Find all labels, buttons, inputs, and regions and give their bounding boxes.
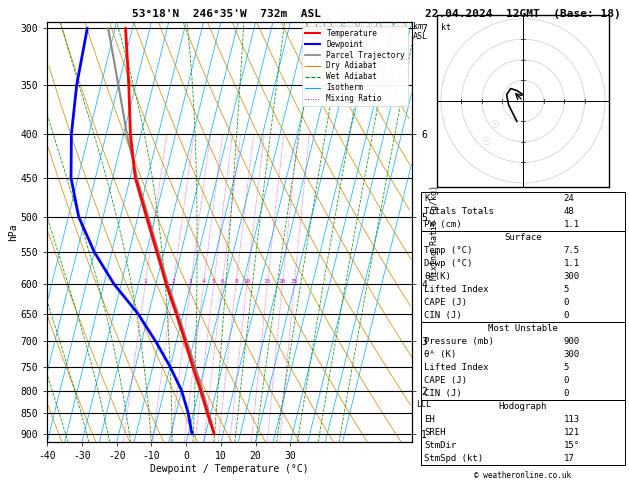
Text: 6: 6 [220, 279, 224, 284]
Text: Dewp (°C): Dewp (°C) [424, 259, 472, 268]
Text: ☉: ☉ [490, 121, 499, 131]
Text: 24: 24 [564, 194, 574, 203]
Text: 300: 300 [564, 350, 580, 359]
Text: 8: 8 [234, 279, 238, 284]
Text: θᴬ (K): θᴬ (K) [424, 350, 456, 359]
Text: CAPE (J): CAPE (J) [424, 298, 467, 307]
Text: PW (cm): PW (cm) [424, 220, 462, 229]
Text: Lifted Index: Lifted Index [424, 364, 489, 372]
Text: 0: 0 [564, 298, 569, 307]
Text: 4: 4 [202, 279, 206, 284]
Text: CIN (J): CIN (J) [424, 389, 462, 399]
Text: 25: 25 [291, 279, 298, 284]
Text: 22.04.2024  12GMT  (Base: 18): 22.04.2024 12GMT (Base: 18) [425, 9, 621, 19]
Y-axis label: hPa: hPa [8, 223, 18, 241]
Text: SREH: SREH [424, 429, 445, 437]
Text: 15°: 15° [564, 441, 580, 451]
Text: 1.1: 1.1 [564, 259, 580, 268]
Text: Temp (°C): Temp (°C) [424, 246, 472, 255]
Text: ☉: ☉ [482, 137, 491, 147]
Text: 48: 48 [564, 207, 574, 216]
Text: 0: 0 [564, 376, 569, 385]
Text: 7.5: 7.5 [564, 246, 580, 255]
Text: 10: 10 [243, 279, 251, 284]
Text: 5: 5 [564, 364, 569, 372]
Text: 15: 15 [264, 279, 271, 284]
Text: Hodograph: Hodograph [499, 402, 547, 411]
Text: Pressure (mb): Pressure (mb) [424, 337, 494, 346]
Text: 0: 0 [564, 311, 569, 320]
Text: 3: 3 [189, 279, 192, 284]
Legend: Temperature, Dewpoint, Parcel Trajectory, Dry Adiabat, Wet Adiabat, Isotherm, Mi: Temperature, Dewpoint, Parcel Trajectory… [302, 26, 408, 106]
Text: Lifted Index: Lifted Index [424, 285, 489, 294]
Text: Totals Totals: Totals Totals [424, 207, 494, 216]
Y-axis label: Mixing Ratio (g/kg): Mixing Ratio (g/kg) [430, 185, 438, 279]
Text: Most Unstable: Most Unstable [488, 324, 558, 333]
Text: 53°18'N  246°35'W  732m  ASL: 53°18'N 246°35'W 732m ASL [132, 9, 321, 19]
Text: LCL: LCL [416, 399, 431, 409]
Text: EH: EH [424, 416, 435, 424]
Text: 121: 121 [564, 429, 580, 437]
Text: Surface: Surface [504, 233, 542, 242]
X-axis label: Dewpoint / Temperature (°C): Dewpoint / Temperature (°C) [150, 464, 309, 474]
Text: 113: 113 [564, 416, 580, 424]
Text: 300: 300 [564, 272, 580, 281]
Text: StmDir: StmDir [424, 441, 456, 451]
Text: 1.1: 1.1 [564, 220, 580, 229]
Text: kt: kt [441, 23, 451, 32]
Text: 5: 5 [564, 285, 569, 294]
Text: km
ASL: km ASL [413, 22, 428, 41]
Text: 20: 20 [279, 279, 286, 284]
Text: CIN (J): CIN (J) [424, 311, 462, 320]
Text: 0: 0 [564, 389, 569, 399]
Text: 900: 900 [564, 337, 580, 346]
Text: θᴬ(K): θᴬ(K) [424, 272, 451, 281]
Text: 1: 1 [143, 279, 147, 284]
Text: K: K [424, 194, 430, 203]
Text: CAPE (J): CAPE (J) [424, 376, 467, 385]
Text: 17: 17 [564, 454, 574, 464]
Text: 5: 5 [212, 279, 216, 284]
Text: © weatheronline.co.uk: © weatheronline.co.uk [474, 471, 572, 480]
Text: 2: 2 [172, 279, 175, 284]
Text: StmSpd (kt): StmSpd (kt) [424, 454, 483, 464]
